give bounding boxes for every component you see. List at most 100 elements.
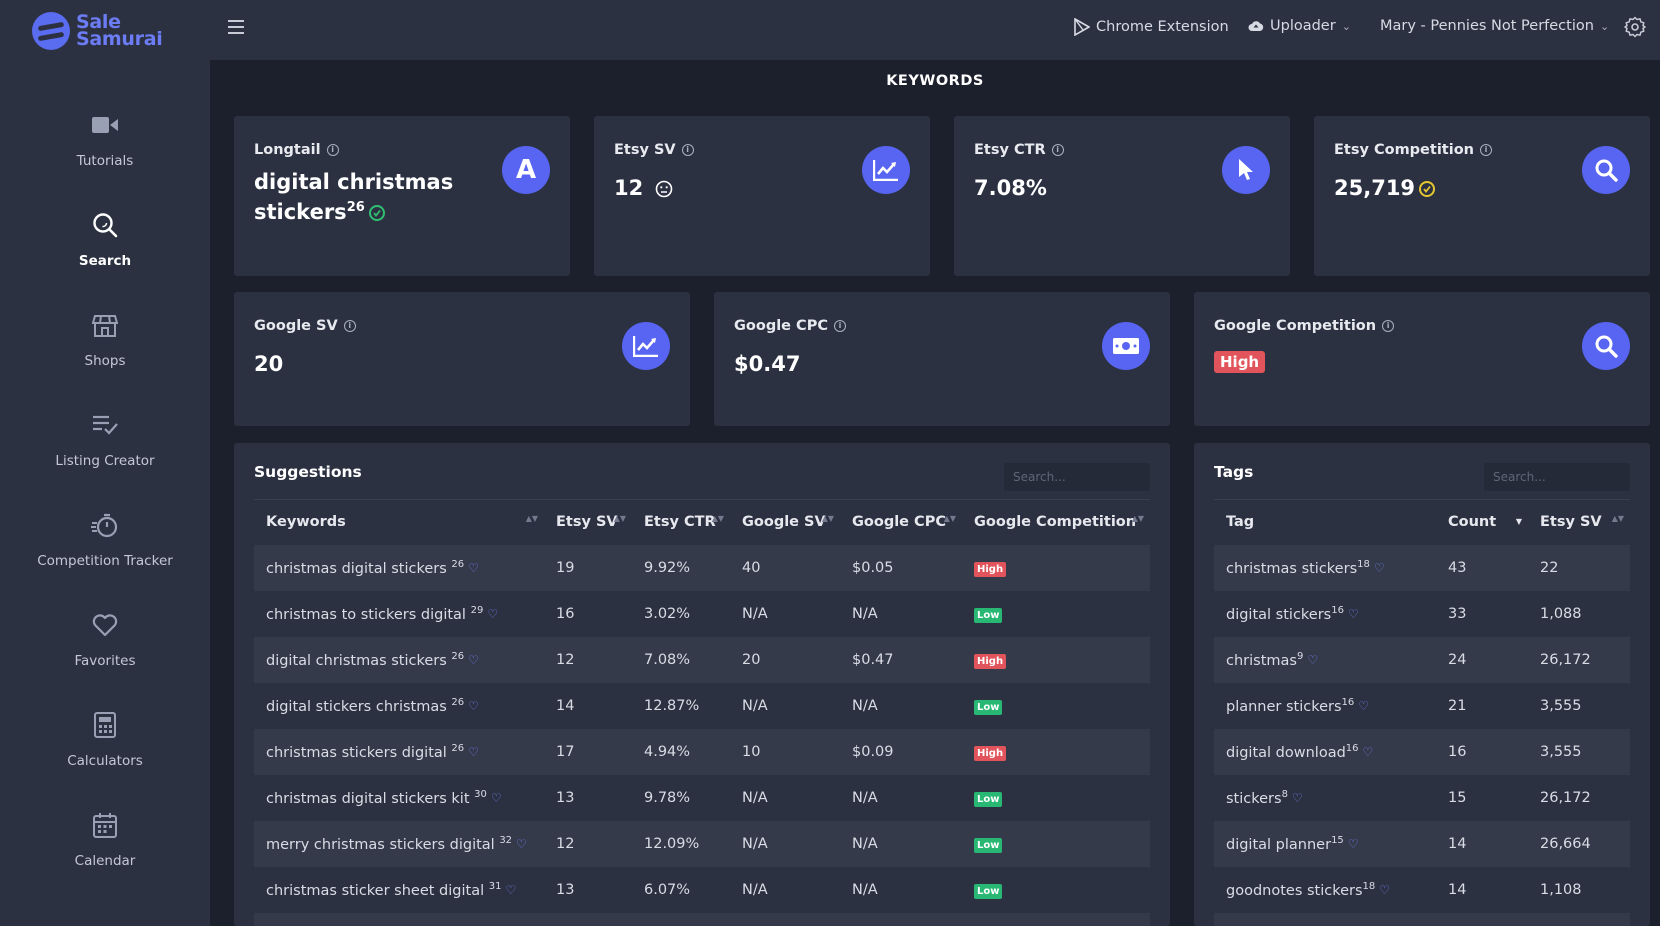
suggestions-search-input[interactable] [1004,463,1150,491]
sidebar-item-listing-creator[interactable]: Listing Creator [0,390,210,490]
tag-link: stickers [1226,790,1282,807]
table-row[interactable]: christmas to stickers digital 29 ♡ 16 3.0… [254,590,1150,637]
col-etsy-sv[interactable]: Etsy SV ▲▼ [544,499,632,545]
heart-outline-icon[interactable]: ♡ [468,561,479,576]
sidebar-item-calendar[interactable]: Calendar [0,790,210,890]
chrome-extension-link[interactable]: Chrome Extension [1074,18,1229,36]
competition-badge: High [974,745,1007,761]
tag-link: goodnotes stickers [1226,882,1363,899]
uploader-dropdown[interactable]: Uploader ⌄ [1248,18,1351,34]
table-row[interactable]: merry christmas stickers digital 32 ♡ 12 … [254,820,1150,867]
table-row[interactable]: digital planner15 ♡ 14 26,664 [1214,820,1630,867]
uploader-label: Uploader [1270,18,1336,34]
col-etsy-sv[interactable]: Etsy SV ▲▼ [1528,499,1630,545]
etsy-competition-value: 25,719 [1334,176,1436,200]
sort-icon: ▲▼ [525,514,538,523]
sidebar-item-shops[interactable]: Shops [0,290,210,390]
col-google-sv[interactable]: Google SV ▲▼ [730,499,840,545]
table-row[interactable]: digital download16 ♡ 16 3,555 [1214,728,1630,775]
heart-outline-icon[interactable]: ♡ [490,791,502,806]
keyword-link: christmas sticker sheet digital [266,882,485,899]
heart-outline-icon[interactable]: ♡ [1373,561,1385,576]
google-cpc-card: Google CPC i $0.47 [714,292,1170,426]
heart-outline-icon[interactable]: ♡ [1362,745,1374,760]
competition-badge: High [974,653,1007,669]
tag-link: digital download [1226,744,1346,761]
col-count[interactable]: Count ▼ [1436,499,1528,545]
sidebar-item-label: Tutorials [76,153,134,169]
heart-outline-icon[interactable]: ♡ [1347,607,1359,622]
keyword-link: digital christmas stickers [266,652,447,669]
heart-outline-icon[interactable]: ♡ [1307,653,1319,668]
info-icon[interactable]: i [343,320,356,332]
sidebar-item-tutorials[interactable]: Tutorials [0,90,210,190]
heart-outline-icon[interactable]: ♡ [468,699,479,714]
sale-samurai-logo[interactable]: Sale Samurai [32,12,163,50]
sidebar-item-label: Shops [84,353,126,369]
info-icon[interactable]: i [833,320,846,332]
table-row[interactable]: goodnotes stickers18 ♡ 14 1,108 [1214,866,1630,913]
list-check-icon [91,411,119,439]
table-row[interactable]: christmas digital stickers 26 ♡ 19 9.92% … [254,544,1150,591]
col-keywords[interactable]: Keywords ▲▼ [254,499,544,545]
heart-icon [91,611,119,639]
heart-outline-icon[interactable]: ♡ [487,607,499,622]
letter-a-icon: A [502,146,550,194]
table-row[interactable]: christmas stickers digital 26 ♡ 17 4.94% … [254,728,1150,775]
table-row[interactable]: christmas stickers18 ♡ 43 22 [1214,544,1630,591]
table-row[interactable]: christmas sticker sheet digital 31 ♡ 13 6… [254,866,1150,913]
sidebar-item-calculators[interactable]: Calculators [0,690,210,790]
sidebar-item-search[interactable]: Search [0,190,210,290]
sidebar-item-label: Calendar [74,853,136,869]
etsy-ctr-label: Etsy CTR [974,142,1046,158]
tag-link: digital planner [1226,836,1332,853]
info-icon[interactable]: i [1382,320,1395,332]
etsy-ctr-value: 7.08% [974,176,1047,200]
info-icon[interactable]: i [1051,144,1064,156]
table-row[interactable]: digital christmas stickers 26 ♡ 12 7.08% … [254,636,1150,683]
table-row[interactable]: digital stickers christmas 26 ♡ 14 12.87%… [254,682,1150,729]
account-dropdown[interactable]: Mary - Pennies Not Perfection ⌄ [1380,18,1609,34]
tags-title: Tags [1214,463,1254,481]
google-sv-label: Google SV [254,318,338,334]
col-google-competition[interactable]: Google Competition ▲▼ [962,499,1150,545]
money-bill-icon [1102,322,1150,370]
table-row[interactable]: stickers8 ♡ 15 26,172 [1214,774,1630,821]
hamburger-menu-icon[interactable] [228,20,244,34]
calendar-icon [91,811,119,839]
keyword-link: christmas stickers digital [266,744,447,761]
table-row[interactable]: christmas9 ♡ 24 26,172 [1214,636,1630,683]
heart-outline-icon[interactable]: ♡ [505,883,517,898]
info-icon[interactable]: i [681,144,694,156]
play-store-icon [1074,18,1090,36]
gear-icon[interactable] [1624,16,1646,38]
heart-outline-icon[interactable]: ♡ [468,745,479,760]
col-tag[interactable]: Tag [1214,499,1436,545]
col-etsy-ctr[interactable]: Etsy CTR ▲▼ [632,499,730,545]
table-row[interactable]: digital stickers16 ♡ 33 1,088 [1214,590,1630,637]
neutral-face-icon [655,180,672,198]
heart-outline-icon[interactable]: ♡ [1358,699,1370,714]
info-icon[interactable]: i [326,144,339,156]
google-competition-card: Google Competition i High [1194,292,1650,426]
competition-badge: High [974,561,1007,577]
longtail-value: digital christmas stickers26 [254,170,454,224]
sidebar-item-competition-tracker[interactable]: Competition Tracker [0,490,210,590]
heart-outline-icon[interactable]: ♡ [516,837,527,852]
info-icon[interactable]: i [1479,144,1492,156]
sidebar-item-favorites[interactable]: Favorites [0,590,210,690]
cursor-pointer-icon [1222,146,1270,194]
longtail-label: Longtail [254,142,321,158]
heart-outline-icon[interactable]: ♡ [468,653,479,668]
google-competition-badge: High [1214,351,1266,373]
tags-search-input[interactable] [1484,463,1630,491]
col-google-cpc[interactable]: Google CPC ▲▼ [840,499,962,545]
table-row[interactable]: christmas digital stickers kit 30 ♡ 13 9.… [254,774,1150,821]
search-icon [91,211,119,239]
keyword-link: digital stickers christmas [266,698,447,715]
table-row[interactable]: planner stickers16 ♡ 21 3,555 [1214,682,1630,729]
heart-outline-icon[interactable]: ♡ [1347,837,1359,852]
heart-outline-icon[interactable]: ♡ [1379,883,1391,898]
calculator-icon [91,711,119,739]
heart-outline-icon[interactable]: ♡ [1291,791,1303,806]
